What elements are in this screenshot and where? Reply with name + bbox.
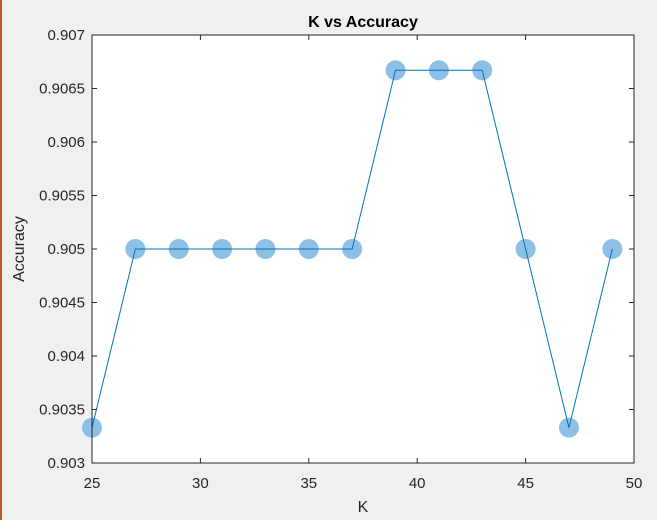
x-axis: 25 30 35 40 45 50 (84, 35, 643, 492)
x-tick-label: 45 (517, 475, 534, 492)
y-tick-label: 0.903 (47, 455, 85, 472)
y-tick-label: 0.9055 (39, 188, 85, 205)
window-left-edge (0, 0, 2, 520)
y-axis: 0.903 0.9035 0.904 0.9045 0.905 0.9055 0.906 0.… (39, 27, 634, 472)
y-tick-label: 0.904 (47, 348, 85, 365)
x-tick-label: 50 (626, 475, 643, 492)
series-layer (82, 60, 623, 438)
chart-title: K vs Accuracy (308, 14, 418, 31)
x-tick-label: 25 (84, 475, 101, 492)
x-axis-label: K (358, 499, 369, 516)
x-tick-label: 35 (300, 475, 317, 492)
y-tick-label: 0.9065 (39, 81, 85, 98)
y-tick-label: 0.906 (47, 134, 85, 151)
y-axis-label: Accuracy (11, 216, 28, 282)
series-line (91, 69, 613, 428)
x-tick-label: 40 (409, 475, 426, 492)
y-tick-label: 0.9045 (39, 295, 85, 312)
y-tick-label: 0.9035 (39, 402, 85, 419)
x-tick-label: 30 (192, 475, 209, 492)
y-tick-label: 0.907 (47, 27, 85, 44)
y-tick-label: 0.905 (47, 241, 85, 258)
